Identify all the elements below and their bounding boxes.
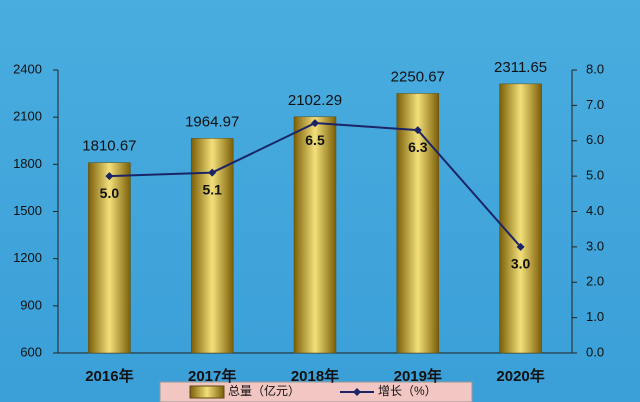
line-value-label: 6.5 [305,132,325,148]
y2-tick-label: 6.0 [586,132,604,147]
line-marker [208,168,217,177]
line-value-label: 3.0 [511,256,531,272]
line-value-label: 6.3 [408,139,428,155]
bar-value-label: 2102.29 [288,92,342,109]
y2-tick-label: 3.0 [586,238,604,253]
line-marker [105,172,114,181]
y-tick-label: 1500 [13,203,42,218]
legend-marker [353,388,361,396]
y-tick-label: 600 [20,344,42,359]
bar-value-label: 2311.65 [494,59,547,76]
x-tick-label: 2017年 [188,367,236,385]
legend [159,381,473,402]
y-tick-label: 2400 [13,61,42,76]
bar-value-label: 1810.67 [82,138,136,155]
bar [88,162,131,354]
y-tick-label: 900 [20,297,42,312]
y2-tick-label: 7.0 [586,97,604,112]
line-marker [516,242,525,251]
line-value-label: 5.0 [100,185,120,201]
bar-value-label: 2250.67 [391,68,445,85]
bar-value-label: 1964.97 [185,113,239,130]
legend-swatch [189,385,225,399]
y2-tick-label: 0.0 [586,344,604,359]
bar [499,83,542,354]
line-marker [413,126,422,135]
y-tick-label: 1800 [13,156,42,171]
x-tick-label: 2016年 [85,367,133,385]
y-tick-label: 2100 [13,109,42,124]
x-tick-label: 2019年 [394,367,442,385]
legend-label: 总量（亿元） [228,383,300,398]
y2-tick-label: 1.0 [586,309,604,324]
y2-tick-label: 4.0 [586,203,604,218]
line-marker [311,119,319,128]
y-tick-label: 1200 [13,250,42,265]
line-value-label: 5.1 [202,181,222,197]
bar [396,93,440,354]
y2-tick-label: 8.0 [586,61,604,76]
x-tick-label: 2020年 [496,367,544,385]
y2-tick-label: 2.0 [586,274,604,289]
bar [293,116,337,354]
legend-label: 增长（%） [378,384,437,398]
x-tick-label: 2018年 [291,367,339,385]
y2-tick-label: 5.0 [586,168,604,183]
